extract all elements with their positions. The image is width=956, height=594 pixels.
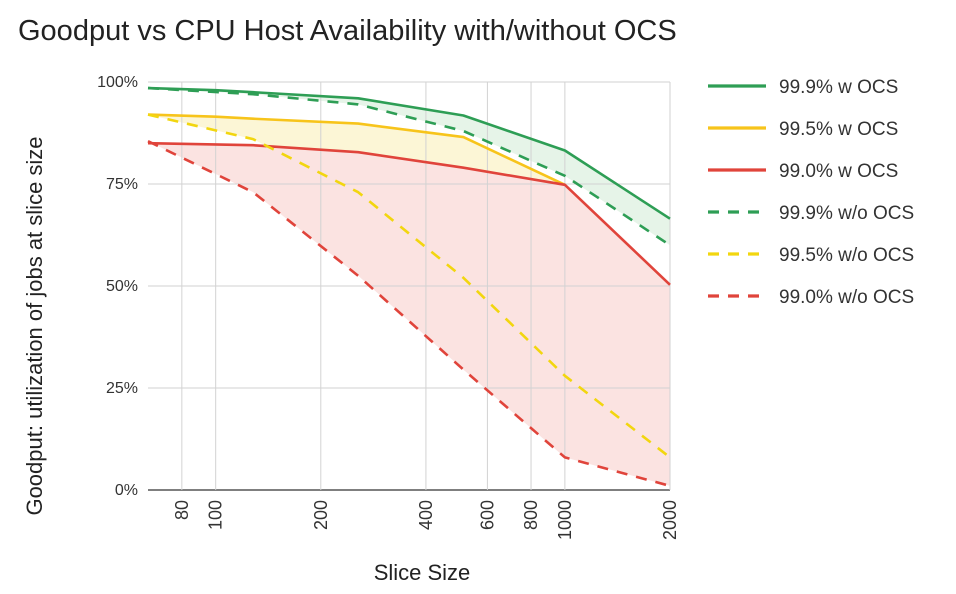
x-tick-label: 2000 bbox=[660, 500, 680, 540]
shaded-region-1 bbox=[148, 88, 670, 246]
y-tick-label: 25% bbox=[106, 380, 138, 397]
y-tick-label: 100% bbox=[97, 74, 138, 91]
y-tick-label: 50% bbox=[106, 278, 138, 295]
x-tick-label: 400 bbox=[416, 500, 436, 530]
y-tick-label: 0% bbox=[115, 482, 138, 499]
legend-label: 99.0% w OCS bbox=[779, 161, 898, 182]
series-99-0-w-ocs bbox=[147, 141, 671, 286]
series-99-5-w-o-ocs bbox=[147, 113, 671, 459]
x-tick-label: 800 bbox=[521, 500, 541, 530]
shaded-regions bbox=[148, 88, 670, 486]
shaded-region-3 bbox=[148, 141, 670, 486]
chart-title: Goodput vs CPU Host Availability with/wi… bbox=[18, 15, 677, 47]
legend-label: 99.5% w/o OCS bbox=[779, 245, 914, 266]
series-99-0-w-o-ocs bbox=[147, 140, 671, 488]
series-99-9-w-o-ocs bbox=[147, 86, 671, 247]
x-tick-label: 100 bbox=[206, 500, 226, 530]
y-tick-labels: 0% 25% 50% 75% 100% bbox=[97, 74, 138, 499]
legend-label: 99.5% w OCS bbox=[779, 119, 898, 140]
series-lines bbox=[147, 86, 671, 488]
legend-label: 99.0% w/o OCS bbox=[779, 287, 914, 308]
x-tick-label: 600 bbox=[477, 500, 497, 530]
legend-label: 99.9% w/o OCS bbox=[779, 203, 914, 224]
x-tick-labels: 80 100 200 400 600 800 1000 2000 bbox=[172, 500, 680, 540]
series-99-5-w-ocs bbox=[147, 113, 566, 186]
x-tick-label: 1000 bbox=[555, 500, 575, 540]
x-axis-label: Slice Size bbox=[374, 560, 471, 585]
x-tick-label: 80 bbox=[172, 500, 192, 520]
y-axis-label: Goodput: utilization of jobs at slice si… bbox=[22, 136, 47, 515]
legend-label: 99.9% w OCS bbox=[779, 77, 898, 98]
y-tick-label: 75% bbox=[106, 176, 138, 193]
legend: 99.9% w OCS 99.5% w OCS 99.0% w OCS 99.9% w… bbox=[708, 77, 914, 308]
series-99-9-w-ocs bbox=[147, 86, 671, 220]
x-tick-label: 200 bbox=[311, 500, 331, 530]
